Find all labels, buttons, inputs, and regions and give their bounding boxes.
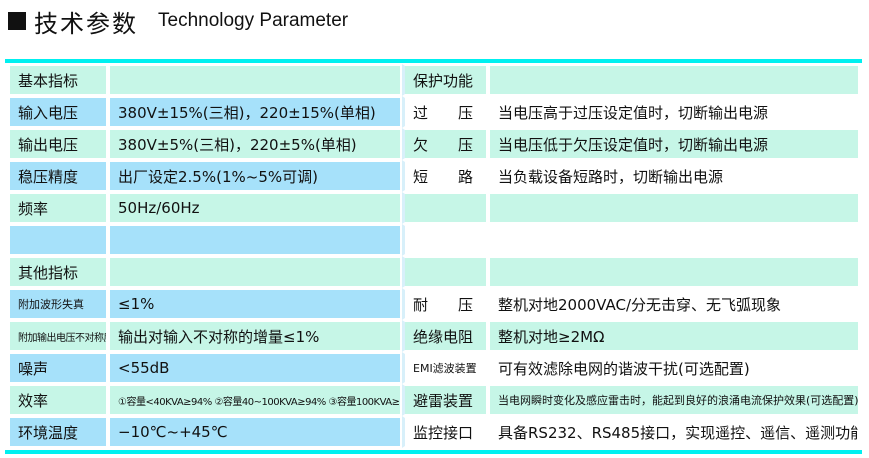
- protection-label: 避雷装置: [402, 384, 488, 416]
- param-label: 输入电压: [8, 96, 108, 128]
- param-value: −10℃~+45℃: [108, 416, 402, 448]
- title-en: Technology Parameter: [158, 10, 349, 31]
- param-value: <55dB: [108, 352, 402, 384]
- param-value: 380V±15%(三相)，220±15%(单相): [108, 96, 402, 128]
- param-label: 频率: [8, 192, 108, 224]
- param-label: 稳压精度: [8, 160, 108, 192]
- table-row: 基本指标 保护功能: [8, 64, 860, 96]
- param-label: 其他指标: [8, 256, 108, 288]
- table-row: 其他指标: [8, 256, 860, 288]
- bottom-divider: [5, 450, 862, 454]
- table-row: 噪声 <55dB EMI滤波装置 可有效滤除电网的谐波干扰(可选配置): [8, 352, 860, 384]
- protection-value: 整机对地≥2MΩ: [488, 320, 860, 352]
- table-row: 稳压精度 出厂设定2.5%(1%~5%可调) 短 路当负载设备短路时，切断输出电源: [8, 160, 860, 192]
- title-cn: 技术参数: [34, 9, 138, 38]
- table-row: 输出电压 380V±5%(三相)，220±5%(单相) 欠 压当电压低于欠压设定值时…: [8, 128, 860, 160]
- param-label: 附加输出电压不对称度: [8, 320, 108, 352]
- parameter-table: 基本指标 保护功能 输入电压 380V±15%(三相)，220±15%(单相) 过 压当…: [8, 64, 860, 448]
- param-value: [108, 256, 402, 288]
- protection-value: [488, 224, 860, 256]
- protection-label: 保护功能: [402, 64, 488, 96]
- protection-value: [488, 64, 860, 96]
- protection-label: 耐 压: [402, 288, 488, 320]
- table-row: 频率 50Hz/60Hz: [8, 192, 860, 224]
- protection-label: [402, 256, 488, 288]
- table-row: 效率 ①容量<40KVA≥94% ②容量40~100KVA≥94% ③容量100K…: [8, 384, 860, 416]
- protection-label: 短 路: [402, 160, 488, 192]
- protection-label: 欠 压: [402, 128, 488, 160]
- param-value: 50Hz/60Hz: [108, 192, 402, 224]
- protection-label: EMI滤波装置: [402, 352, 488, 384]
- param-value: ①容量<40KVA≥94% ②容量40~100KVA≥94% ③容量100KVA…: [108, 384, 402, 416]
- table-row: 输入电压 380V±15%(三相)，220±15%(单相) 过 压当电压高于过压设定…: [8, 96, 860, 128]
- table-row: [8, 224, 860, 256]
- top-divider: [5, 59, 862, 63]
- protection-value: 当负载设备短路时，切断输出电源: [488, 160, 860, 192]
- param-value: 输出对输入不对称的增量≤1%: [108, 320, 402, 352]
- param-label: 基本指标: [8, 64, 108, 96]
- param-label: 附加波形失真: [8, 288, 108, 320]
- param-value: [108, 64, 402, 96]
- param-value: 380V±5%(三相)，220±5%(单相): [108, 128, 402, 160]
- protection-value: 当电压低于欠压设定值时，切断输出电源: [488, 128, 860, 160]
- param-label: 效率: [8, 384, 108, 416]
- protection-label: [402, 192, 488, 224]
- param-value: 出厂设定2.5%(1%~5%可调): [108, 160, 402, 192]
- protection-value: 当电压高于过压设定值时，切断输出电源: [488, 96, 860, 128]
- protection-value: 当电网瞬时变化及感应雷击时，能起到良好的浪涌电流保护效果(可选配置): [488, 384, 860, 416]
- param-label: [8, 224, 108, 256]
- protection-value: [488, 192, 860, 224]
- param-value: [108, 224, 402, 256]
- square-bullet-icon: [8, 12, 26, 30]
- protection-label: 绝缘电阻: [402, 320, 488, 352]
- param-value: ≤1%: [108, 288, 402, 320]
- page-title: 技术参数 Technology Parameter: [8, 6, 349, 38]
- table-row: 环境温度 −10℃~+45℃ 监控接口 具备RS232、RS485接口，实现遥控、遥信…: [8, 416, 860, 448]
- protection-value: 整机对地2000VAC/分无击穿、无飞弧现象: [488, 288, 860, 320]
- table-row: 附加输出电压不对称度 输出对输入不对称的增量≤1% 绝缘电阻 整机对地≥2MΩ: [8, 320, 860, 352]
- protection-value: 可有效滤除电网的谐波干扰(可选配置): [488, 352, 860, 384]
- protection-label: 监控接口: [402, 416, 488, 448]
- param-label: 输出电压: [8, 128, 108, 160]
- param-label: 环境温度: [8, 416, 108, 448]
- protection-value: 具备RS232、RS485接口，实现遥控、遥信、遥测功能(可选配置): [488, 416, 860, 448]
- protection-label: [402, 224, 488, 256]
- param-label: 噪声: [8, 352, 108, 384]
- protection-value: [488, 256, 860, 288]
- table-row: 附加波形失真 ≤1% 耐 压整机对地2000VAC/分无击穿、无飞弧现象: [8, 288, 860, 320]
- protection-label: 过 压: [402, 96, 488, 128]
